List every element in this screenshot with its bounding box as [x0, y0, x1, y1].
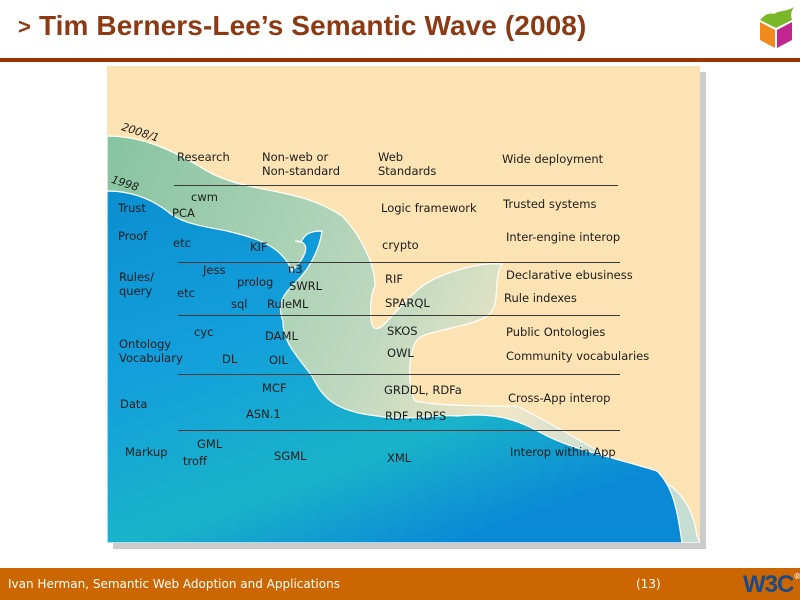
- research-item: prolog: [237, 275, 274, 289]
- standard-item: XML: [387, 451, 412, 465]
- research-item: etc: [173, 236, 191, 250]
- w3c-logo[interactable]: W3C®: [743, 571, 800, 599]
- column-header-non-web: Non-web or Non-standard: [262, 150, 341, 178]
- deployment-item: Community vocabularies: [506, 349, 650, 363]
- footer-credit: Ivan Herman, Semantic Web Adoption and A…: [8, 577, 340, 591]
- non-web-item: DAML: [265, 329, 298, 343]
- w3c-logo-text: W3C: [743, 571, 794, 598]
- wave-shapes: [107, 135, 700, 543]
- deployment-item: Trusted systems: [503, 197, 597, 211]
- research-item: Jess: [203, 263, 226, 277]
- layer-label-proof: Proof: [118, 229, 148, 243]
- research-item: etc: [177, 286, 195, 300]
- deployment-item: Declarative ebusiness: [506, 268, 633, 282]
- standard-item: SPARQL: [385, 296, 430, 310]
- layer-label-markup: Markup: [125, 445, 168, 459]
- title-divider: [0, 58, 800, 62]
- research-item: cwm: [191, 190, 218, 204]
- row-divider: [178, 430, 620, 431]
- row-divider: [178, 315, 620, 316]
- non-web-item: ASN.1: [246, 407, 281, 421]
- standard-item: RIF: [385, 272, 403, 286]
- standard-item: crypto: [382, 238, 419, 252]
- research-item: cyc: [194, 325, 214, 339]
- row-divider: [178, 262, 620, 263]
- wave-1998: [107, 190, 683, 543]
- layer-label-ontology-vocabulary: Ontology Vocabulary: [119, 337, 183, 365]
- standard-item: GRDDL, RDFa: [384, 383, 462, 397]
- research-item: PCA: [172, 206, 195, 220]
- standard-item: RDF, RDFS: [385, 409, 447, 423]
- deployment-item: Rule indexes: [504, 291, 577, 305]
- slide-title: > Tim Berners-Lee’s Semantic Wave (2008): [18, 10, 586, 42]
- semantic-wave-diagram: 2008/1 1998 Research Non-web or Non-stan…: [107, 66, 700, 543]
- non-web-item: SWRL: [289, 279, 323, 293]
- layer-label-data: Data: [120, 397, 148, 411]
- non-web-item: SGML: [274, 449, 307, 463]
- column-header-research: Research: [177, 150, 230, 164]
- column-header-wide-deployment: Wide deployment: [502, 152, 604, 166]
- semantic-web-cube-icon: [760, 7, 794, 48]
- deployment-item: Public Ontologies: [506, 325, 606, 339]
- non-web-item: OIL: [269, 353, 288, 367]
- standard-item: Logic framework: [381, 201, 477, 215]
- non-web-item: KIF: [250, 240, 268, 254]
- title-text: Tim Berners-Lee’s Semantic Wave (2008): [38, 10, 587, 41]
- standard-item: SKOS: [387, 324, 418, 338]
- research-item: GML: [197, 437, 223, 451]
- layer-label-trust: Trust: [118, 201, 146, 215]
- row-divider: [178, 374, 620, 375]
- non-web-item: RuleML: [267, 297, 309, 311]
- deployment-item: Cross-App interop: [508, 391, 611, 405]
- non-web-item: MCF: [262, 381, 287, 395]
- slide-header: > Tim Berners-Lee’s Semantic Wave (2008): [0, 0, 800, 58]
- slide-footer: Ivan Herman, Semantic Web Adoption and A…: [0, 568, 800, 600]
- title-bullet: >: [18, 14, 31, 39]
- layer-label-rules-query: Rules/ query: [119, 270, 154, 298]
- non-web-item: n3: [288, 262, 303, 276]
- row-divider: [174, 185, 618, 186]
- deployment-item: Inter-engine interop: [506, 230, 621, 244]
- page-number: (13): [636, 577, 661, 591]
- column-header-web-standards: Web Standards: [378, 150, 437, 178]
- registered-mark: ®: [794, 572, 800, 581]
- research-item: DL: [222, 352, 238, 366]
- deployment-item: Interop within App: [510, 445, 616, 459]
- research-item: troff: [183, 454, 207, 468]
- research-item: sql: [231, 297, 248, 311]
- standard-item: OWL: [387, 346, 414, 360]
